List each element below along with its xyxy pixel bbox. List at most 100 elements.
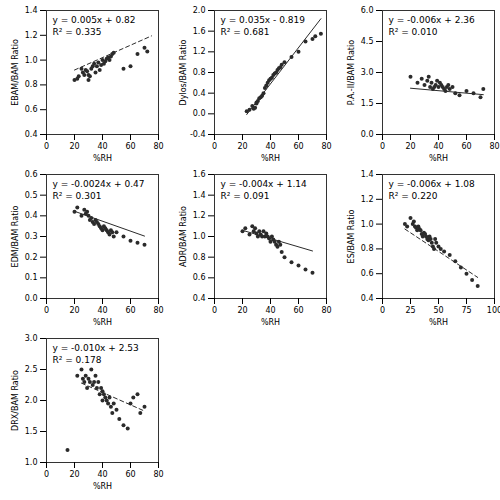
svg-text:0: 0 — [380, 142, 385, 151]
svg-text:40: 40 — [97, 142, 107, 151]
svg-text:DRX/BAM Ratio: DRX/BAM Ratio — [11, 370, 20, 431]
svg-text:R² = 0.301: R² = 0.301 — [53, 191, 102, 201]
svg-text:20: 20 — [405, 142, 415, 151]
svg-text:0.0: 0.0 — [25, 294, 38, 303]
svg-text:R² = 0.010: R² = 0.010 — [389, 27, 438, 37]
svg-text:0.4: 0.4 — [361, 294, 374, 303]
svg-text:40: 40 — [433, 142, 443, 151]
svg-text:1.0: 1.0 — [25, 56, 38, 65]
svg-text:3.0: 3.0 — [361, 68, 374, 77]
svg-text:20: 20 — [69, 470, 79, 479]
svg-text:80: 80 — [321, 142, 331, 151]
svg-text:80: 80 — [153, 142, 163, 151]
svg-text:1.2: 1.2 — [193, 47, 206, 56]
svg-text:y = -0.010x + 2.53: y = -0.010x + 2.53 — [53, 343, 139, 353]
svg-text:0.0: 0.0 — [193, 109, 206, 118]
svg-text:%RH: %RH — [93, 154, 112, 163]
svg-text:0: 0 — [44, 306, 49, 315]
svg-text:R² = 0.091: R² = 0.091 — [221, 191, 270, 201]
svg-text:EBAM/BAM Ratio: EBAM/BAM Ratio — [11, 39, 20, 106]
svg-text:0.8: 0.8 — [361, 244, 374, 253]
svg-text:80: 80 — [489, 142, 499, 151]
svg-text:0.6: 0.6 — [361, 269, 374, 278]
svg-text:60: 60 — [125, 306, 135, 315]
svg-text:1.6: 1.6 — [193, 170, 206, 179]
svg-text:R² = 0.178: R² = 0.178 — [53, 355, 102, 365]
svg-text:y = -0.006x + 2.36: y = -0.006x + 2.36 — [389, 15, 476, 25]
svg-text:1.6: 1.6 — [193, 27, 206, 36]
svg-text:25: 25 — [405, 306, 415, 315]
svg-text:EDM/BAM Ratio: EDM/BAM Ratio — [11, 206, 20, 268]
svg-text:ES/BAM Ratio: ES/BAM Ratio — [347, 210, 356, 264]
svg-text:0.4: 0.4 — [25, 130, 38, 139]
svg-text:0.2: 0.2 — [25, 253, 38, 262]
svg-text:0.1: 0.1 — [25, 273, 38, 282]
svg-text:40: 40 — [265, 306, 275, 315]
svg-text:%RH: %RH — [261, 318, 280, 327]
svg-text:1.0: 1.0 — [25, 458, 38, 467]
svg-text:60: 60 — [125, 470, 135, 479]
svg-text:0.8: 0.8 — [25, 80, 38, 89]
svg-text:y = 0.035x - 0.819: y = 0.035x - 0.819 — [221, 15, 306, 25]
svg-text:0.8: 0.8 — [193, 68, 206, 77]
svg-text:1.2: 1.2 — [25, 31, 38, 40]
svg-text:4.5: 4.5 — [361, 37, 374, 46]
svg-text:R² = 0.335: R² = 0.335 — [53, 27, 102, 37]
svg-text:R² = 0.681: R² = 0.681 — [221, 27, 270, 37]
svg-text:3.0: 3.0 — [25, 334, 38, 343]
svg-text:0.4: 0.4 — [193, 89, 206, 98]
svg-text:80: 80 — [321, 306, 331, 315]
svg-text:0.8: 0.8 — [193, 253, 206, 262]
svg-text:0: 0 — [44, 470, 49, 479]
svg-text:y = 0.005x + 0.82: y = 0.005x + 0.82 — [53, 15, 136, 25]
svg-text:1.2: 1.2 — [361, 195, 374, 204]
svg-text:0.4: 0.4 — [25, 211, 38, 220]
svg-text:2.0: 2.0 — [25, 396, 38, 405]
svg-text:20: 20 — [237, 306, 247, 315]
svg-text:P.A.-II/BAM Ratio: P.A.-II/BAM Ratio — [347, 40, 356, 105]
svg-text:6.0: 6.0 — [361, 6, 374, 15]
svg-text:%RH: %RH — [261, 154, 280, 163]
svg-text:y = -0.0024x + 0.47: y = -0.0024x + 0.47 — [53, 179, 145, 189]
svg-text:0.3: 0.3 — [25, 232, 38, 241]
svg-text:1.0: 1.0 — [193, 232, 206, 241]
svg-text:0.6: 0.6 — [25, 170, 38, 179]
svg-text:-0.4: -0.4 — [190, 130, 206, 139]
svg-text:1.4: 1.4 — [361, 170, 374, 179]
svg-text:80: 80 — [153, 470, 163, 479]
svg-text:60: 60 — [125, 142, 135, 151]
svg-text:ADR/BAM Ratio: ADR/BAM Ratio — [179, 206, 188, 267]
svg-text:20: 20 — [69, 142, 79, 151]
svg-text:2.5: 2.5 — [25, 365, 38, 374]
svg-text:60: 60 — [293, 306, 303, 315]
svg-text:1.5: 1.5 — [361, 99, 374, 108]
svg-text:40: 40 — [97, 306, 107, 315]
svg-text:20: 20 — [237, 142, 247, 151]
svg-text:0.4: 0.4 — [193, 294, 206, 303]
svg-text:50: 50 — [433, 306, 443, 315]
svg-text:20: 20 — [69, 306, 79, 315]
svg-text:R² = 0.220: R² = 0.220 — [389, 191, 438, 201]
svg-text:1.4: 1.4 — [25, 6, 38, 15]
svg-text:0: 0 — [212, 306, 217, 315]
svg-text:1.5: 1.5 — [25, 427, 38, 436]
svg-text:y = -0.004x + 1.14: y = -0.004x + 1.14 — [221, 179, 308, 189]
svg-text:0: 0 — [44, 142, 49, 151]
svg-text:2.0: 2.0 — [193, 6, 206, 15]
svg-text:0.6: 0.6 — [193, 273, 206, 282]
svg-text:1.4: 1.4 — [193, 191, 206, 200]
svg-text:%RH: %RH — [429, 318, 448, 327]
svg-text:60: 60 — [293, 142, 303, 151]
svg-text:Dylos/BAM Ratio: Dylos/BAM Ratio — [179, 39, 188, 105]
svg-text:0: 0 — [380, 306, 385, 315]
svg-text:100: 100 — [487, 306, 500, 315]
svg-text:0: 0 — [212, 142, 217, 151]
svg-text:%RH: %RH — [93, 318, 112, 327]
svg-text:y = -0.006x + 1.08: y = -0.006x + 1.08 — [389, 179, 476, 189]
svg-text:40: 40 — [97, 470, 107, 479]
svg-text:75: 75 — [461, 306, 471, 315]
svg-text:1.0: 1.0 — [361, 220, 374, 229]
svg-text:%RH: %RH — [93, 482, 112, 491]
svg-text:%RH: %RH — [429, 154, 448, 163]
svg-text:80: 80 — [153, 306, 163, 315]
